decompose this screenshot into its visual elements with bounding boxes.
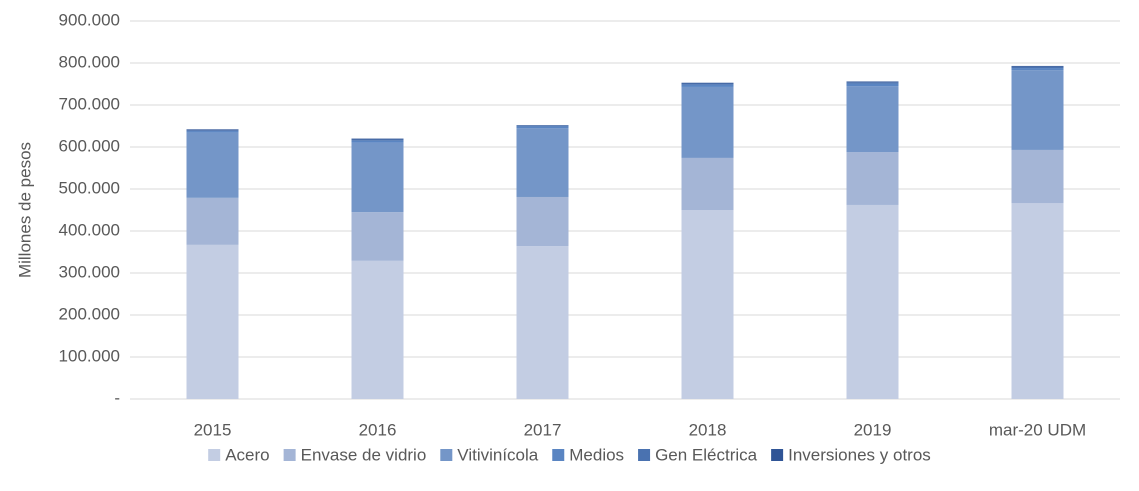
bar-segment bbox=[186, 197, 239, 245]
legend-swatch bbox=[638, 449, 651, 461]
bar-segment bbox=[351, 212, 404, 261]
legend-label: Medios bbox=[569, 445, 624, 464]
bar-segment bbox=[516, 246, 569, 399]
legend-label: Inversiones y otros bbox=[788, 445, 931, 464]
bar-segment bbox=[846, 82, 899, 84]
bar-segment bbox=[846, 83, 899, 87]
y-tick-label: 100.000 bbox=[59, 346, 120, 365]
y-tick-label: 800.000 bbox=[59, 52, 120, 71]
bar-segment bbox=[681, 86, 734, 158]
bar-segment bbox=[681, 84, 734, 87]
x-tick-label: 2016 bbox=[359, 420, 397, 439]
legend-label: Gen Eléctrica bbox=[655, 445, 758, 464]
bar-segment bbox=[1011, 68, 1064, 71]
bar-segment bbox=[186, 244, 239, 399]
bar-segment bbox=[351, 260, 404, 399]
bar-segment bbox=[846, 86, 899, 153]
bar-segment bbox=[681, 83, 734, 85]
y-tick-label: 200.000 bbox=[59, 304, 120, 323]
legend-label: Envase de vidrio bbox=[301, 445, 427, 464]
x-tick-label: 2019 bbox=[854, 420, 892, 439]
bar-segment bbox=[1011, 149, 1064, 204]
bar-segment bbox=[516, 125, 569, 127]
legend-swatch bbox=[771, 449, 784, 461]
bar-segment bbox=[681, 82, 734, 84]
bar-segment bbox=[846, 152, 899, 205]
bar-segment bbox=[351, 139, 404, 141]
bar-segment bbox=[516, 126, 569, 129]
legend-swatch bbox=[283, 449, 296, 461]
bar-segment bbox=[351, 138, 404, 140]
y-tick-label: - bbox=[114, 388, 120, 407]
x-tick-label: 2015 bbox=[194, 420, 232, 439]
legend-swatch bbox=[552, 449, 565, 461]
bar-segment bbox=[516, 128, 569, 197]
x-tick-label: mar-20 UDM bbox=[989, 420, 1086, 439]
bar-segment bbox=[186, 131, 239, 133]
y-tick-label: 500.000 bbox=[59, 178, 120, 197]
y-tick-label: 900.000 bbox=[59, 10, 120, 29]
x-tick-label: 2018 bbox=[689, 420, 727, 439]
bar-segment bbox=[1011, 66, 1064, 69]
bar-segment bbox=[1011, 65, 1064, 67]
bar-segment bbox=[681, 157, 734, 210]
legend-swatch bbox=[208, 449, 221, 461]
y-tick-label: 300.000 bbox=[59, 262, 120, 281]
bar-segment bbox=[186, 130, 239, 132]
bar-segment bbox=[186, 132, 239, 198]
y-tick-label: 700.000 bbox=[59, 94, 120, 113]
y-axis-title: Millones de pesos bbox=[15, 142, 34, 278]
bar-segment bbox=[846, 204, 899, 399]
bar-segment bbox=[516, 196, 569, 247]
y-tick-label: 400.000 bbox=[59, 220, 120, 239]
bar-segment bbox=[1011, 70, 1064, 150]
legend-label: Acero bbox=[225, 445, 269, 464]
bar-segment bbox=[846, 81, 899, 83]
y-tick-label: 600.000 bbox=[59, 136, 120, 155]
bar-segment bbox=[186, 129, 239, 131]
legend-swatch bbox=[440, 449, 453, 461]
x-tick-label: 2017 bbox=[524, 420, 562, 439]
legend-label: Vitivinícola bbox=[457, 445, 538, 464]
bar-segment bbox=[681, 210, 734, 399]
bar-segment bbox=[351, 142, 404, 213]
bar-segment bbox=[1011, 203, 1064, 399]
bar-segment bbox=[351, 140, 404, 143]
